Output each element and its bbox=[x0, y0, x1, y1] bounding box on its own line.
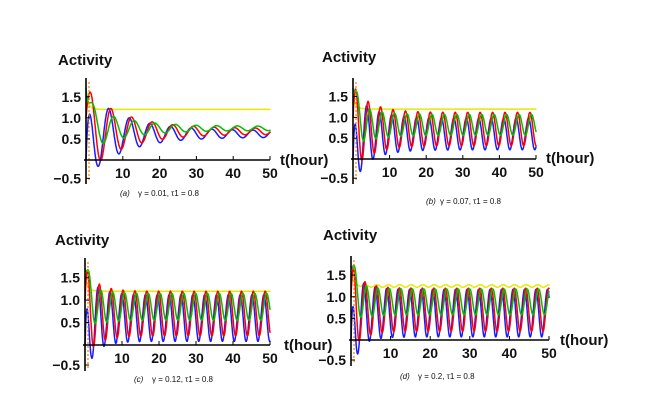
x-tick-label-50: 50 bbox=[528, 164, 544, 180]
x-tick-label-30: 30 bbox=[189, 165, 205, 181]
chart-panel-a: 10 20 30 40 50 −0.5 0.5 1.0 1.5 Activity t(hour) (a… bbox=[53, 52, 328, 198]
x-tick-label-20: 20 bbox=[152, 165, 168, 181]
y-tick-label-2: 1.0 bbox=[62, 110, 82, 126]
x-tick-label-30: 30 bbox=[188, 350, 204, 366]
caption-label: (d) bbox=[400, 372, 410, 381]
y-tick-label-3: 1.5 bbox=[62, 89, 82, 105]
series-blue-line bbox=[350, 282, 550, 355]
chart-panel-b: 10 20 30 40 50 −0.5 0.5 1.0 1.5 Activity t(hour) (b… bbox=[320, 49, 594, 206]
y-tick-label-1: 0.5 bbox=[329, 130, 349, 146]
x-tick-label-10: 10 bbox=[383, 345, 399, 361]
series-green-line bbox=[350, 264, 550, 319]
series-red-line bbox=[352, 88, 537, 162]
x-axis-title: t(hour) bbox=[560, 332, 608, 349]
y-tick-label-1: 0.5 bbox=[327, 310, 347, 326]
caption-params: γ = 0.07, τ1 = 0.8 bbox=[440, 197, 502, 206]
series-yellow-line bbox=[350, 274, 550, 288]
x-axis-title: t(hour) bbox=[546, 150, 594, 167]
caption-params: γ = 0.2, τ1 = 0.8 bbox=[418, 372, 475, 381]
chart-panel-c: 10 20 30 40 50 −0.5 0.5 1.0 1.5 Activity t(hour) (c… bbox=[52, 232, 332, 384]
series-blue-line bbox=[84, 286, 271, 360]
caption-label: (c) bbox=[134, 375, 144, 384]
series-yellow-line bbox=[84, 276, 271, 292]
series-red-line bbox=[84, 269, 271, 348]
y-tick-label-0: −0.5 bbox=[320, 170, 348, 186]
y-axis-title: Activity bbox=[323, 227, 378, 244]
x-tick-label-10: 10 bbox=[382, 164, 398, 180]
x-tick-label-20: 20 bbox=[418, 164, 434, 180]
series-green-line bbox=[85, 87, 271, 145]
x-tick-label-20: 20 bbox=[151, 350, 167, 366]
series-blue-line bbox=[352, 104, 537, 173]
y-tick-label-1: 0.5 bbox=[61, 315, 81, 331]
y-tick-label-2: 1.0 bbox=[61, 292, 81, 308]
caption-params: γ = 0.01, τ1 = 0.8 bbox=[138, 189, 200, 198]
x-tick-label-40: 40 bbox=[492, 164, 508, 180]
x-tick-label-40: 40 bbox=[502, 345, 518, 361]
y-tick-label-2: 1.0 bbox=[329, 109, 349, 125]
y-tick-label-3: 1.5 bbox=[329, 89, 349, 105]
x-tick-label-20: 20 bbox=[422, 345, 438, 361]
y-axis-title: Activity bbox=[55, 232, 110, 249]
caption-label: (a) bbox=[120, 189, 130, 198]
series-blue-line bbox=[85, 107, 271, 168]
series-yellow-line bbox=[352, 95, 537, 110]
caption-label: (b) bbox=[426, 197, 436, 206]
y-tick-label-0: −0.5 bbox=[318, 352, 346, 368]
x-tick-label-50: 50 bbox=[262, 165, 278, 181]
x-tick-label-40: 40 bbox=[225, 350, 241, 366]
y-tick-label-0: −0.5 bbox=[53, 170, 81, 186]
x-tick-label-50: 50 bbox=[262, 350, 278, 366]
y-axis-title: Activity bbox=[58, 52, 113, 69]
x-axis-title: t(hour) bbox=[284, 337, 332, 354]
x-tick-label-40: 40 bbox=[225, 165, 241, 181]
x-tick-label-50: 50 bbox=[541, 345, 557, 361]
y-tick-label-2: 1.0 bbox=[327, 289, 347, 305]
y-axis-title: Activity bbox=[322, 49, 377, 66]
x-tick-label-10: 10 bbox=[115, 165, 131, 181]
x-axis-title: t(hour) bbox=[280, 152, 328, 169]
y-tick-label-3: 1.5 bbox=[61, 270, 81, 286]
series-yellow-line bbox=[85, 96, 271, 111]
x-tick-label-30: 30 bbox=[462, 345, 478, 361]
series-red-line bbox=[350, 267, 550, 342]
chart-panel-d: 10 20 30 40 50 −0.5 0.5 1.0 1.5 Activity t(hour) (d… bbox=[318, 227, 608, 381]
series-red-line bbox=[85, 91, 271, 162]
x-tick-label-10: 10 bbox=[114, 350, 130, 366]
series-green-line bbox=[84, 267, 271, 325]
caption-params: γ = 0.12, τ1 = 0.8 bbox=[152, 375, 214, 384]
series-green-line bbox=[352, 87, 537, 142]
x-tick-label-30: 30 bbox=[455, 164, 471, 180]
y-tick-label-1: 0.5 bbox=[62, 131, 82, 147]
y-tick-label-3: 1.5 bbox=[327, 267, 347, 283]
y-tick-label-0: −0.5 bbox=[52, 357, 80, 373]
